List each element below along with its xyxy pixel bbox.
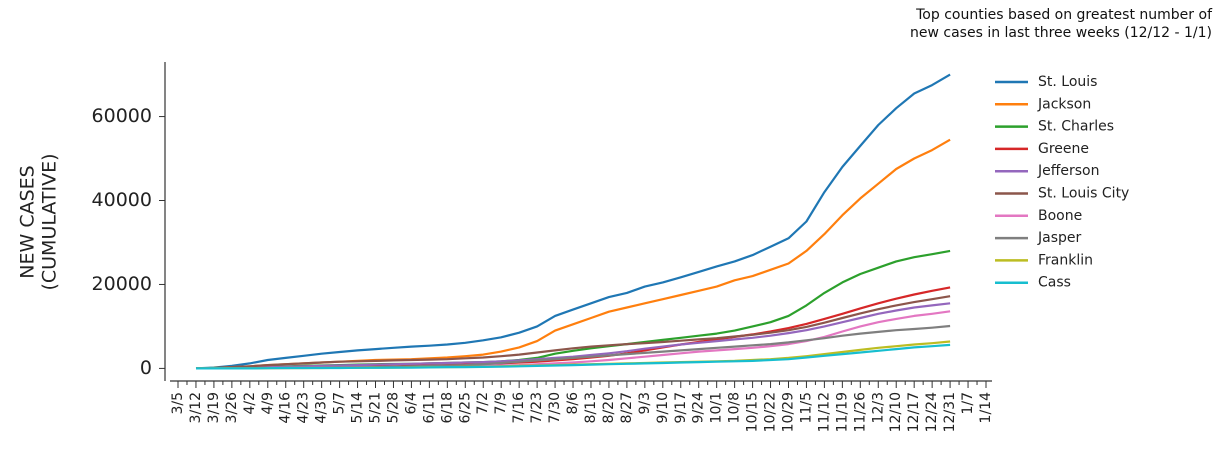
legend-label: St. Charles <box>1038 119 1114 135</box>
x-tick-label: 10/29 <box>780 392 796 432</box>
x-tick-label: 9/10 <box>655 392 671 423</box>
x-tick-label: 8/27 <box>619 392 635 423</box>
x-tick-label: 3/5 <box>170 392 186 415</box>
x-tick-label: 5/21 <box>368 392 384 423</box>
legend-label: St. Louis <box>1038 74 1097 90</box>
legend-label: Boone <box>1038 208 1082 224</box>
x-tick-label: 12/31 <box>942 392 958 432</box>
x-tick-label: 3/26 <box>224 392 240 424</box>
x-tick-label: 4/16 <box>278 392 294 424</box>
x-tick-label: 12/3 <box>870 392 886 423</box>
x-tick-label: 4/23 <box>296 392 312 423</box>
legend-label: Greene <box>1038 141 1089 157</box>
legend-label: Jackson <box>1037 96 1091 112</box>
x-tick-label: 7/2 <box>475 392 491 415</box>
legend-label: Jasper <box>1037 230 1082 246</box>
series-line <box>195 302 951 370</box>
x-tick-label: 4/9 <box>260 392 276 415</box>
series-line <box>196 343 951 370</box>
x-tick-label: 11/19 <box>834 392 850 432</box>
x-tick-label: 4/2 <box>242 392 258 415</box>
y-tick-label: 20000 <box>92 273 152 295</box>
x-tick-label: 9/24 <box>691 392 707 424</box>
x-tick-label: 6/11 <box>421 392 437 423</box>
x-tick-label: 10/1 <box>709 392 725 423</box>
x-tick-label: 5/28 <box>385 392 401 423</box>
x-tick-label: 12/24 <box>924 392 940 432</box>
x-tick-label: 12/10 <box>888 392 904 432</box>
x-tick-label: 8/6 <box>565 392 581 415</box>
legend-label: St. Louis City <box>1038 186 1129 202</box>
title-line: new cases in last three weeks (12/12 - 1… <box>910 25 1212 41</box>
title-line: Top counties based on greatest number of <box>916 7 1212 23</box>
x-tick-label: 3/12 <box>188 392 204 423</box>
x-tick-label: 11/5 <box>798 392 814 423</box>
x-tick-label: 8/20 <box>601 392 617 423</box>
y-axis-label: NEW CASES <box>17 165 39 278</box>
x-tick-label: 11/26 <box>852 392 868 432</box>
x-tick-label: 1/14 <box>978 392 994 424</box>
x-tick-label: 10/8 <box>727 392 743 423</box>
y-tick-label: 0 <box>140 357 152 379</box>
chart-title: Top counties based on greatest number of… <box>910 6 1212 42</box>
x-tick-label: 6/25 <box>457 392 473 423</box>
x-tick-label: 5/14 <box>350 392 366 424</box>
x-tick-label: 1/7 <box>960 392 976 415</box>
legend-label: Cass <box>1038 275 1071 291</box>
series-line <box>195 73 951 370</box>
x-tick-label: 3/19 <box>206 392 222 423</box>
x-tick-label: 6/4 <box>403 392 419 415</box>
legend-label: Franklin <box>1038 252 1093 268</box>
x-tick-label: 8/13 <box>583 392 599 423</box>
x-tick-label: 7/16 <box>511 392 527 424</box>
x-tick-label: 12/17 <box>906 392 922 432</box>
x-tick-label: 7/30 <box>547 392 563 423</box>
legend-label: Jefferson <box>1037 163 1100 179</box>
series-line <box>195 295 951 370</box>
x-tick-label: 6/18 <box>439 392 455 423</box>
x-tick-label: 11/12 <box>816 392 832 432</box>
x-tick-label: 5/7 <box>332 392 348 415</box>
x-tick-label: 9/3 <box>637 392 653 415</box>
y-tick-label: 40000 <box>92 189 152 211</box>
y-axis-label: (CUMULATIVE) <box>39 153 61 290</box>
x-tick-label: 10/22 <box>763 392 779 432</box>
x-tick-label: 4/30 <box>314 392 330 423</box>
x-tick-label: 9/17 <box>673 392 689 423</box>
x-tick-label: 10/15 <box>745 392 761 432</box>
y-tick-label: 60000 <box>92 105 152 127</box>
x-tick-label: 7/9 <box>493 392 509 415</box>
x-tick-label: 7/23 <box>529 392 545 423</box>
